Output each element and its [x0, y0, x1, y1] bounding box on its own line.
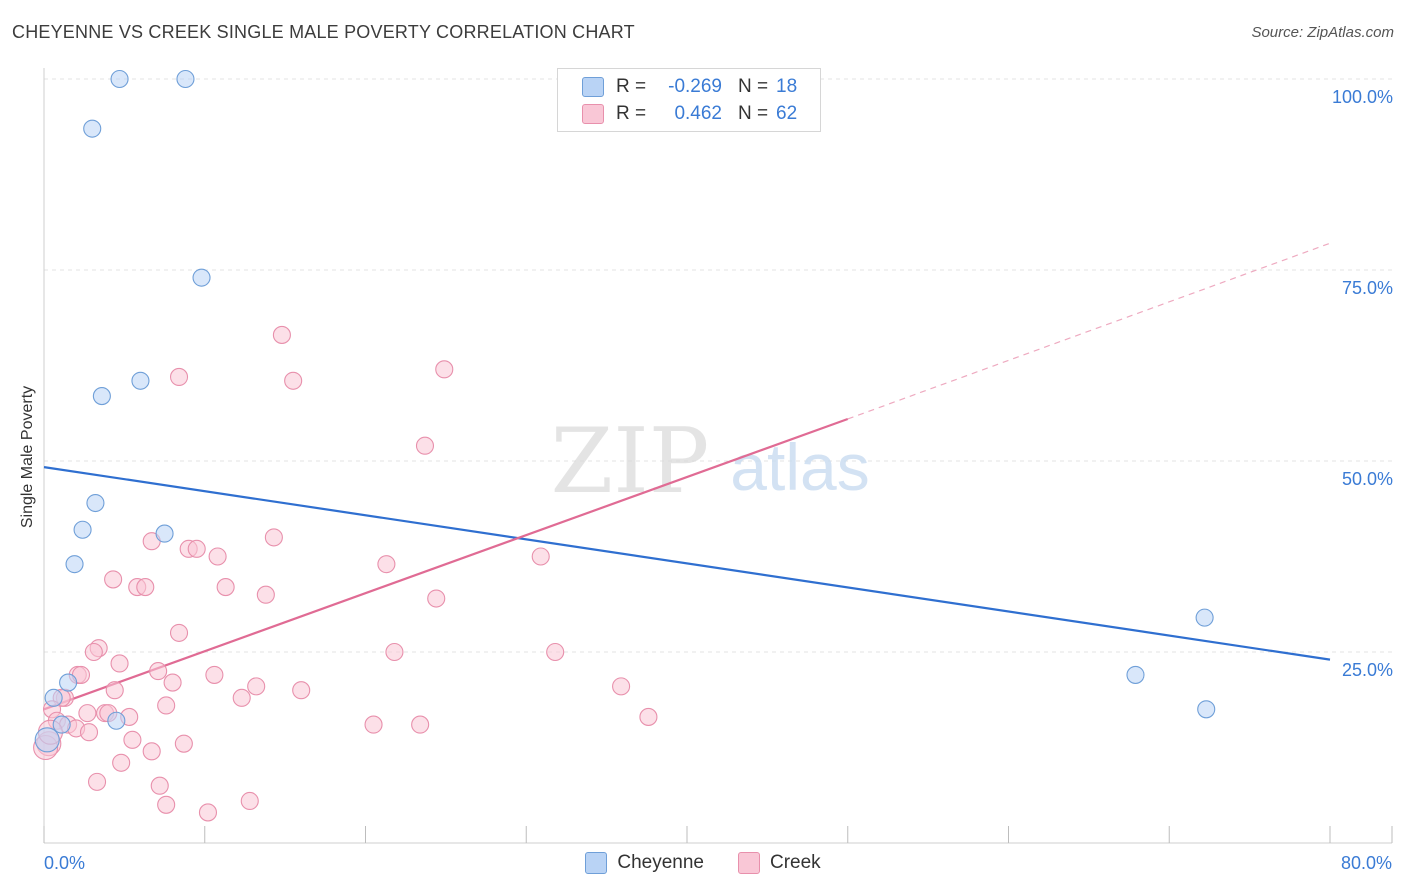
- y-tick-label: 25.0%: [1342, 660, 1393, 680]
- axes: [43, 68, 1393, 844]
- creek-point: [157, 795, 176, 814]
- creek-legend-label: Creek: [769, 852, 821, 873]
- cheyenne-point: [86, 493, 105, 513]
- creek-point: [123, 730, 142, 749]
- creek-point: [87, 772, 107, 791]
- cheyenne-point: [110, 69, 129, 89]
- cheyenne-point: [52, 715, 71, 734]
- creek-point: [292, 681, 311, 700]
- creek-point: [79, 723, 99, 742]
- creek-point: [612, 677, 631, 696]
- watermark-atlas: atlas: [730, 430, 869, 504]
- creek-point: [104, 570, 123, 589]
- creek-point: [415, 436, 435, 455]
- creek-point: [163, 673, 182, 692]
- creek-trend-line: [43, 417, 849, 711]
- legend-item-cheyenne[interactable]: Cheyenne: [585, 852, 704, 874]
- creek-point: [284, 371, 303, 390]
- cheyenne-point: [1195, 608, 1214, 627]
- creek-point: [136, 578, 155, 597]
- r-value: 0.462: [674, 103, 722, 124]
- creek-point: [385, 642, 404, 662]
- n-value: 18: [776, 76, 798, 97]
- creek-point: [142, 742, 161, 761]
- creek-point: [150, 776, 169, 795]
- cheyenne-point: [92, 387, 111, 406]
- creek-point: [364, 715, 383, 734]
- creek-trend-extension: [847, 242, 1331, 420]
- cheyenne-point: [44, 688, 63, 707]
- creek-point: [531, 547, 550, 566]
- creek-point: [272, 325, 291, 344]
- creek-point: [157, 696, 176, 715]
- cheyenne-point: [107, 711, 126, 730]
- cheyenne-point: [192, 268, 211, 287]
- cheyenne-point: [65, 555, 84, 574]
- cheyenne-point: [34, 727, 60, 753]
- creek-swatch: [582, 104, 604, 124]
- creek-point: [240, 791, 259, 811]
- chart-title: CHEYENNE VS CREEK SINGLE MALE POVERTY CO…: [12, 22, 635, 42]
- creek-point: [169, 623, 189, 642]
- creek-point: [216, 578, 235, 597]
- creek-point: [427, 589, 446, 608]
- cheyenne-point: [131, 371, 150, 390]
- y-tick-label: 50.0%: [1342, 469, 1393, 489]
- cheyenne-point: [1126, 665, 1145, 684]
- cheyenne-point: [83, 119, 102, 138]
- points: [33, 69, 1216, 822]
- creek-point: [149, 662, 168, 681]
- cheyenne-point: [73, 520, 92, 539]
- legend-row-creek: R = 0.462 N = 62: [582, 102, 797, 126]
- n-label: N =: [738, 76, 769, 97]
- r-value: -0.269: [668, 76, 722, 97]
- creek-point: [232, 688, 251, 707]
- creek-point: [110, 654, 129, 673]
- creek-point: [208, 547, 227, 566]
- creek-legend-swatch: [737, 852, 760, 874]
- creek-point: [256, 585, 275, 604]
- r-label: R =: [616, 76, 647, 97]
- cheyenne-point: [155, 524, 174, 543]
- series-legend: Cheyenne Creek: [0, 852, 1406, 874]
- trend-lines: [43, 242, 1331, 711]
- creek-point: [169, 367, 189, 387]
- cheyenne-point: [59, 673, 78, 692]
- creek-point: [187, 539, 206, 558]
- creek-point: [78, 704, 97, 723]
- x-tick-max: 80.0%: [1340, 853, 1392, 873]
- x-tick-min: 0.0%: [44, 853, 86, 873]
- cheyenne-trend-line: [43, 466, 1331, 661]
- creek-point: [377, 555, 396, 574]
- creek-point: [105, 681, 124, 700]
- creek-point: [205, 665, 224, 684]
- creek-point: [84, 642, 103, 662]
- creek-point: [546, 642, 565, 662]
- creek-point: [639, 707, 658, 726]
- cheyenne-legend-label: Cheyenne: [617, 852, 704, 873]
- n-value: 62: [776, 103, 798, 124]
- y-tick-label: 100.0%: [1332, 87, 1393, 107]
- grid: 25.0% 50.0% 75.0% 100.0%: [44, 78, 1393, 680]
- cheyenne-swatch: [582, 77, 604, 97]
- legend-item-creek[interactable]: Creek: [737, 852, 821, 874]
- source-label: Source: ZipAtlas.com: [1251, 24, 1394, 41]
- creek-point: [411, 715, 430, 734]
- y-tick-label: 75.0%: [1342, 278, 1393, 298]
- cheyenne-legend-swatch: [585, 852, 608, 874]
- creek-point: [174, 734, 193, 753]
- creek-point: [264, 528, 283, 547]
- n-label: N =: [738, 103, 769, 124]
- cheyenne-point: [1197, 700, 1216, 719]
- correlation-legend: R = -0.269 N = 18 R = 0.462 N = 62: [557, 68, 821, 132]
- cheyenne-point: [176, 69, 195, 89]
- creek-point: [435, 360, 454, 379]
- creek-point: [247, 677, 266, 696]
- creek-point: [198, 803, 218, 822]
- r-label: R =: [616, 103, 647, 124]
- legend-row-cheyenne: R = -0.269 N = 18: [582, 75, 797, 99]
- creek-point: [112, 753, 131, 772]
